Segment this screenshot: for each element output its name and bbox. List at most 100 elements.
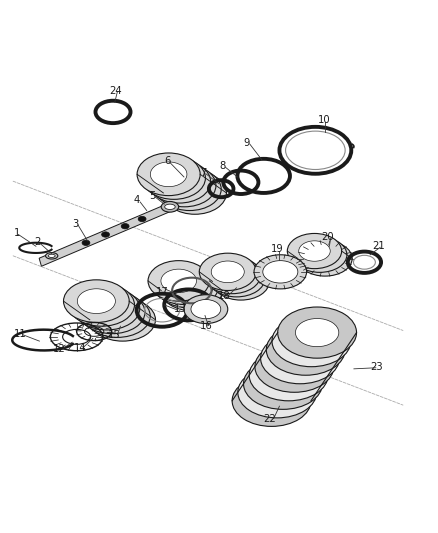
Ellipse shape bbox=[83, 293, 121, 317]
Text: 8: 8 bbox=[219, 161, 226, 171]
Ellipse shape bbox=[148, 261, 209, 301]
Ellipse shape bbox=[142, 157, 205, 199]
Text: 15: 15 bbox=[107, 330, 120, 340]
Ellipse shape bbox=[184, 295, 228, 324]
Ellipse shape bbox=[48, 254, 55, 257]
Ellipse shape bbox=[295, 319, 339, 346]
Ellipse shape bbox=[261, 333, 339, 384]
Ellipse shape bbox=[93, 300, 131, 325]
Ellipse shape bbox=[166, 173, 203, 198]
Text: 7: 7 bbox=[200, 168, 206, 177]
Ellipse shape bbox=[278, 307, 357, 358]
Ellipse shape bbox=[170, 276, 205, 299]
Text: 2: 2 bbox=[35, 237, 41, 247]
Ellipse shape bbox=[78, 289, 116, 313]
Text: 9: 9 bbox=[243, 138, 249, 148]
Ellipse shape bbox=[46, 253, 58, 259]
Ellipse shape bbox=[284, 336, 327, 364]
Ellipse shape bbox=[158, 168, 221, 211]
Text: 16: 16 bbox=[200, 321, 213, 331]
Ellipse shape bbox=[249, 350, 328, 401]
Ellipse shape bbox=[90, 298, 155, 341]
Ellipse shape bbox=[102, 232, 110, 237]
Ellipse shape bbox=[69, 284, 134, 326]
Ellipse shape bbox=[299, 241, 330, 261]
Ellipse shape bbox=[88, 296, 126, 321]
Ellipse shape bbox=[171, 177, 208, 201]
Ellipse shape bbox=[74, 287, 140, 330]
Ellipse shape bbox=[199, 253, 256, 290]
Ellipse shape bbox=[138, 216, 146, 222]
Text: 21: 21 bbox=[372, 241, 385, 251]
Text: 13: 13 bbox=[174, 304, 187, 314]
Ellipse shape bbox=[191, 300, 221, 319]
Ellipse shape bbox=[82, 240, 90, 246]
Ellipse shape bbox=[157, 267, 218, 308]
Ellipse shape bbox=[287, 233, 342, 269]
Ellipse shape bbox=[309, 248, 341, 269]
Text: 17: 17 bbox=[155, 287, 169, 296]
Ellipse shape bbox=[161, 270, 223, 311]
Text: 19: 19 bbox=[271, 245, 284, 254]
Ellipse shape bbox=[104, 308, 142, 332]
Ellipse shape bbox=[204, 256, 261, 294]
Text: 22: 22 bbox=[263, 415, 276, 424]
Ellipse shape bbox=[250, 387, 293, 415]
Ellipse shape bbox=[174, 279, 210, 302]
Ellipse shape bbox=[272, 316, 351, 367]
Text: 18: 18 bbox=[218, 292, 230, 301]
Ellipse shape bbox=[261, 370, 305, 398]
Text: 1: 1 bbox=[14, 228, 20, 238]
Ellipse shape bbox=[121, 223, 129, 229]
Ellipse shape bbox=[85, 295, 150, 337]
Ellipse shape bbox=[212, 263, 269, 300]
Ellipse shape bbox=[293, 237, 347, 272]
Ellipse shape bbox=[224, 271, 258, 292]
Text: 10: 10 bbox=[318, 115, 330, 125]
Ellipse shape bbox=[64, 280, 129, 322]
Ellipse shape bbox=[254, 255, 307, 289]
Ellipse shape bbox=[279, 344, 321, 372]
Ellipse shape bbox=[272, 353, 316, 381]
Ellipse shape bbox=[161, 269, 197, 293]
Ellipse shape bbox=[148, 160, 211, 203]
Ellipse shape bbox=[304, 245, 336, 265]
Ellipse shape bbox=[255, 341, 334, 392]
Ellipse shape bbox=[161, 169, 198, 194]
Text: 6: 6 bbox=[164, 156, 170, 166]
Text: 12: 12 bbox=[53, 344, 66, 354]
Ellipse shape bbox=[208, 260, 265, 297]
Ellipse shape bbox=[244, 358, 322, 409]
Ellipse shape bbox=[153, 164, 216, 207]
Text: 20: 20 bbox=[321, 232, 334, 242]
Text: 4: 4 bbox=[134, 196, 140, 205]
Ellipse shape bbox=[220, 268, 253, 289]
Ellipse shape bbox=[263, 261, 298, 283]
Ellipse shape bbox=[215, 264, 249, 286]
Ellipse shape bbox=[232, 375, 311, 426]
Ellipse shape bbox=[150, 162, 187, 187]
Text: 3: 3 bbox=[72, 219, 78, 229]
Ellipse shape bbox=[238, 367, 317, 418]
Ellipse shape bbox=[163, 172, 226, 214]
Ellipse shape bbox=[255, 378, 299, 406]
Text: 5: 5 bbox=[149, 191, 155, 201]
Text: 11: 11 bbox=[14, 329, 27, 338]
Ellipse shape bbox=[155, 166, 192, 190]
Ellipse shape bbox=[165, 204, 175, 209]
Ellipse shape bbox=[165, 272, 201, 296]
Ellipse shape bbox=[211, 261, 244, 282]
Polygon shape bbox=[39, 203, 172, 266]
Ellipse shape bbox=[137, 153, 200, 196]
Ellipse shape bbox=[98, 304, 137, 328]
Ellipse shape bbox=[177, 181, 213, 205]
Text: 14: 14 bbox=[74, 343, 87, 352]
Ellipse shape bbox=[152, 264, 214, 304]
Text: 23: 23 bbox=[371, 362, 383, 372]
Ellipse shape bbox=[79, 291, 145, 334]
Ellipse shape bbox=[298, 241, 352, 276]
Ellipse shape bbox=[290, 327, 333, 355]
Ellipse shape bbox=[161, 201, 179, 212]
Ellipse shape bbox=[267, 361, 310, 389]
Text: 24: 24 bbox=[110, 86, 122, 95]
